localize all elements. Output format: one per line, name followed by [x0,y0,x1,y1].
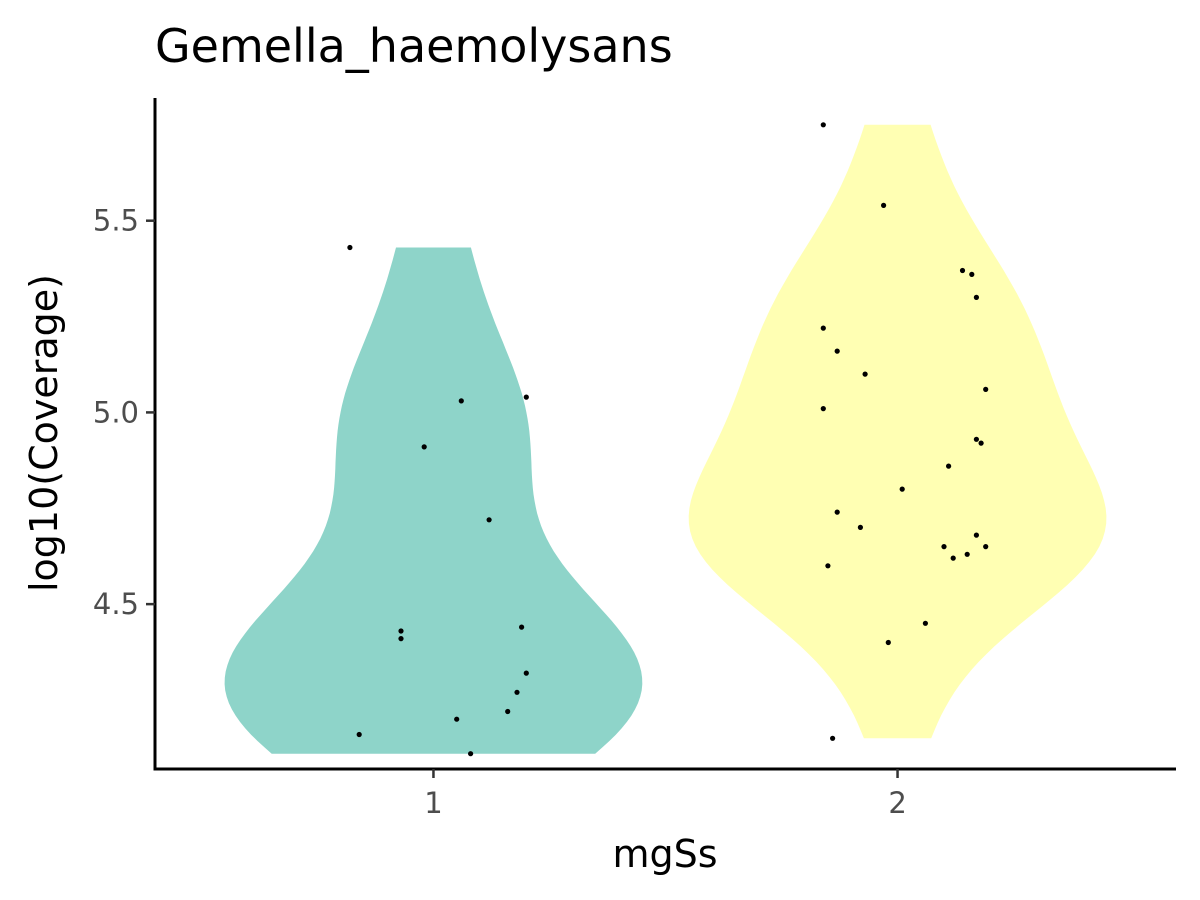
data-point [983,386,989,392]
data-point [398,636,404,642]
data-point [969,271,975,277]
y-tick-label: 5.5 [93,204,139,238]
x-tick-label: 1 [424,786,442,820]
data-point [885,639,891,646]
data-point [421,444,427,450]
data-point [857,524,864,531]
data-point [523,670,529,676]
data-point [834,509,840,515]
data-point [964,551,970,557]
data-point [820,122,826,128]
data-point [973,532,980,538]
data-point [468,751,474,757]
chart-title: Gemella_haemolysans [155,19,673,73]
points-layer [347,122,989,757]
data-point [862,371,868,377]
data-point [978,440,984,446]
y-tick-label: 5.0 [93,395,139,429]
data-point [834,348,840,354]
data-point [398,628,404,634]
data-point [454,716,460,722]
data-point [820,406,826,412]
violin-1 [224,247,643,754]
violin-2 [688,124,1107,739]
data-point [946,463,952,469]
data-point [830,735,836,741]
data-point [458,398,464,404]
data-point [922,620,929,626]
data-point [983,544,989,550]
violins-layer [224,124,1107,754]
data-point [505,708,511,715]
data-point [486,517,492,523]
y-tick-label: 4.5 [93,587,139,621]
data-point [820,325,826,331]
data-point [356,731,362,738]
data-point [973,436,980,442]
data-point [950,555,956,561]
data-point [519,624,525,630]
x-axis-title: mgSs [612,832,717,876]
data-point [825,563,831,569]
x-tick-label: 2 [888,786,906,820]
data-point [959,267,966,274]
data-point [973,294,980,300]
data-point [941,544,947,550]
y-axis-title: log10(Coverage) [22,274,66,592]
axes-layer: 4.5 5.0 5.5 1 2 [93,98,1176,820]
data-point [514,689,520,695]
data-point [899,486,905,492]
data-point [347,244,353,251]
data-point [523,394,529,400]
data-point [881,202,887,208]
